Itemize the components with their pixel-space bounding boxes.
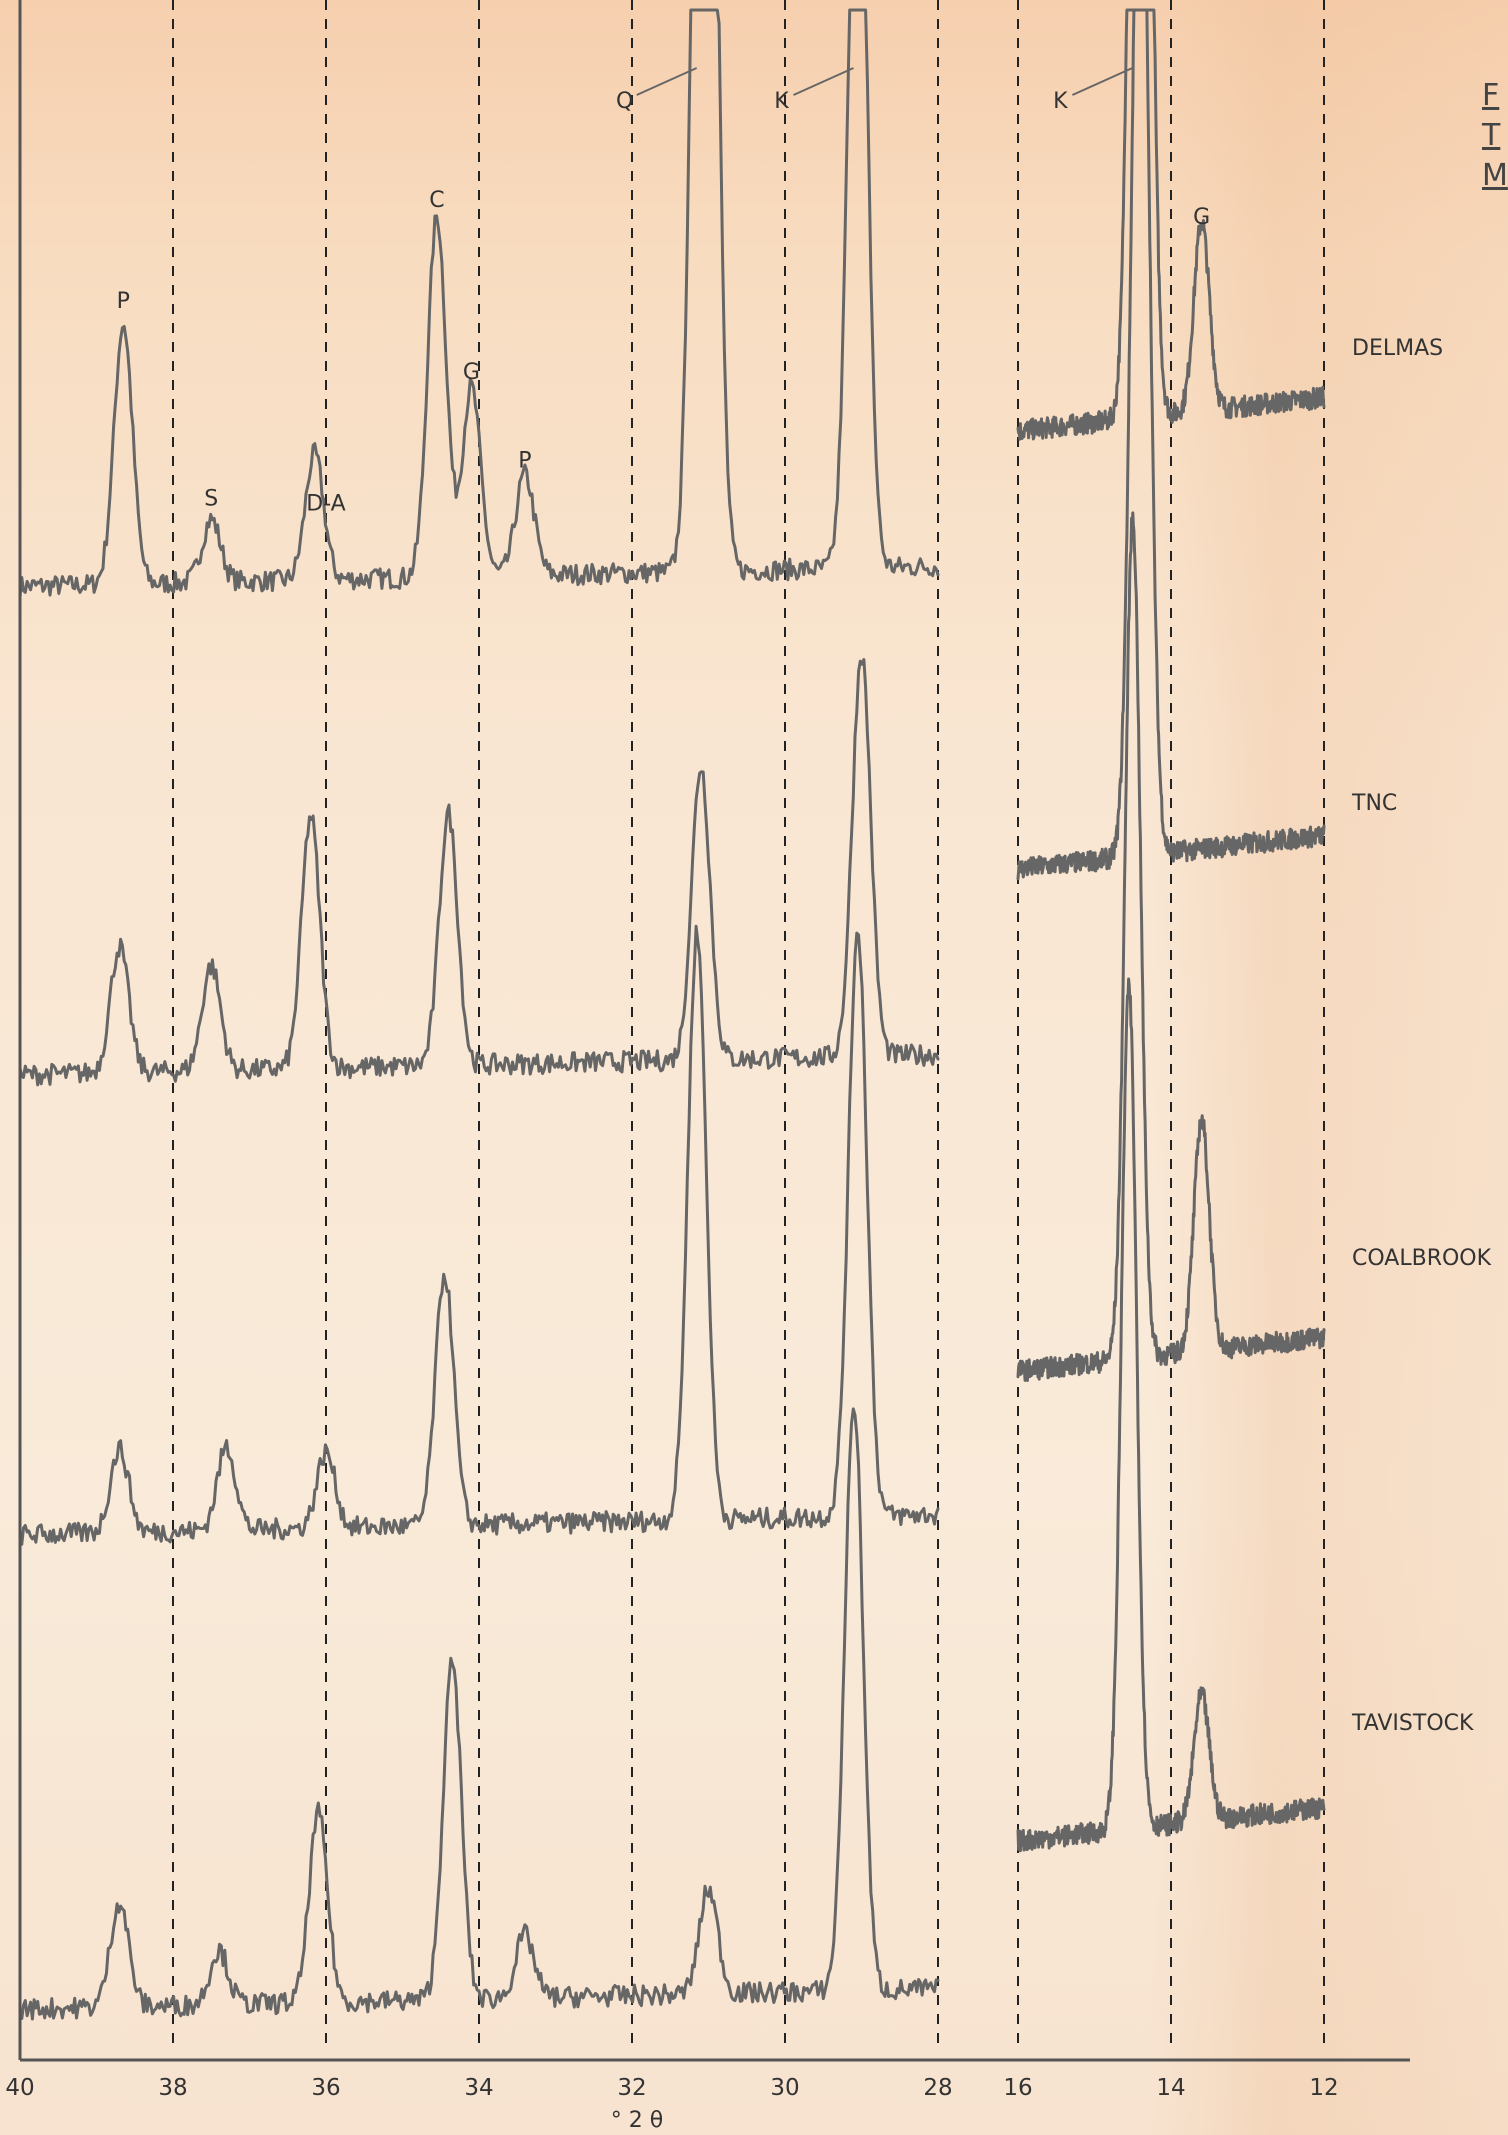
trace-delmas <box>1016 8 1326 441</box>
series-labels: DELMAS TNC COALBROOK TAVISTOCK <box>1351 336 1492 1736</box>
peak-label: G <box>463 360 480 385</box>
tick-label: 40 <box>5 2075 34 2101</box>
series-label: TAVISTOCK <box>1351 1711 1474 1736</box>
tick-labels: 40 38 36 34 32 30 28 16 14 12 <box>5 2075 1338 2101</box>
trace-coalbrook <box>18 924 940 1546</box>
tick-label: 32 <box>617 2075 646 2101</box>
tick-label: 36 <box>311 2075 340 2101</box>
peak-label: Q <box>616 89 633 114</box>
series-label: COALBROOK <box>1352 1246 1492 1271</box>
tick-label: 38 <box>158 2075 187 2101</box>
peak-label: D-A <box>306 492 345 517</box>
margin-letter: T <box>1481 118 1501 153</box>
trace-tnc <box>1016 8 1326 881</box>
tick-label: 14 <box>1156 2075 1185 2101</box>
peak-labels: P S D-A C G P Q K K G <box>117 67 1210 517</box>
trace-delmas <box>18 8 940 599</box>
series-label: TNC <box>1351 791 1397 816</box>
tick-label: 28 <box>923 2075 952 2101</box>
margin-letter: F <box>1482 78 1499 113</box>
peak-leader <box>1071 67 1133 96</box>
peak-label: P <box>518 449 531 474</box>
trace-tnc <box>18 658 940 1087</box>
peak-leader <box>793 67 854 96</box>
tick-label: 30 <box>770 2075 799 2101</box>
trace-tavistock <box>18 1407 940 2021</box>
tick-label: 34 <box>464 2075 493 2101</box>
diffraction-traces <box>18 8 1326 2021</box>
trace-coalbrook <box>1016 511 1326 1382</box>
margin-letter: M <box>1482 158 1508 193</box>
peak-label: K <box>1053 89 1068 114</box>
peak-leader <box>636 67 698 96</box>
peak-label: S <box>204 486 218 511</box>
x-axis <box>18 0 1410 2062</box>
series-label: DELMAS <box>1352 336 1443 361</box>
tick-label: 16 <box>1003 2075 1032 2101</box>
trace-tavistock <box>1016 977 1326 1853</box>
peak-label: P <box>117 289 130 314</box>
peak-label: K <box>774 89 789 114</box>
peak-label: G <box>1193 205 1210 230</box>
peak-label: C <box>429 188 444 213</box>
tick-label: 12 <box>1309 2075 1338 2101</box>
margin-text: FTM <box>1481 78 1508 193</box>
x-axis-label: ° 2 θ <box>611 2108 663 2133</box>
